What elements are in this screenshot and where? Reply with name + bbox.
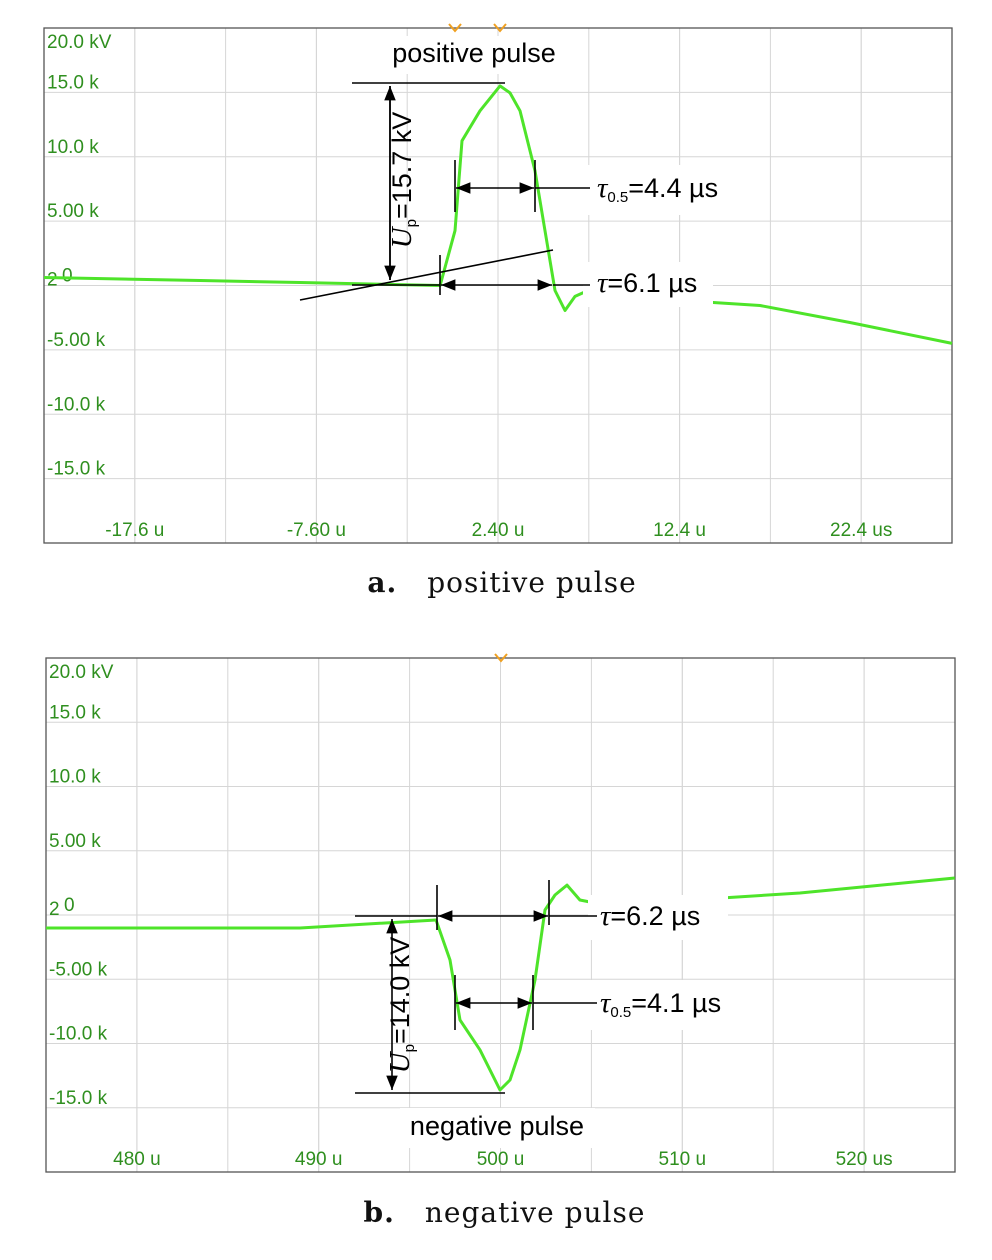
annotation-subscript: p (403, 219, 420, 227)
y-tick-label: -15.0 k (47, 459, 106, 480)
y-tick-label: 5.00 k (47, 201, 99, 222)
y-tick-label: 20.0 kV (49, 662, 114, 683)
annotation-symbol: τ (600, 987, 612, 1019)
y-tick-label: 15.0 k (49, 702, 101, 723)
annotation: τ=6.2 µs (600, 900, 700, 932)
annotation-subscript: 0.5 (607, 189, 628, 206)
trigger-marker (448, 23, 462, 33)
x-tick-label: 2.40 u (472, 520, 525, 541)
annotation: negative pulse (410, 1111, 584, 1141)
annotation-text: =4.1 µs (631, 988, 721, 1018)
label-background (385, 36, 565, 74)
channel-label: 2 (49, 899, 60, 920)
y-tick-label: 0 (62, 266, 73, 287)
y-tick-label: 10.0 k (47, 137, 99, 158)
waveform (43, 84, 953, 345)
label-background (588, 980, 738, 1030)
annotation-symbol: U (386, 225, 418, 248)
caption: a. positive pulse (367, 566, 636, 599)
annotation: τ0.5=4.1 µs (600, 987, 721, 1021)
x-tick-label: 490 u (295, 1149, 343, 1170)
x-tick-label: -17.6 u (105, 520, 164, 541)
y-tick-label: 5.00 k (49, 831, 101, 852)
annotation-text: =6.1 µs (607, 268, 697, 298)
annotation-text: =4.4 µs (628, 173, 718, 203)
y-tick-label: 15.0 k (47, 72, 99, 93)
x-tick-label: 510 u (659, 1149, 707, 1170)
y-tick-label: -5.00 k (49, 959, 108, 980)
trigger-marker (494, 653, 508, 663)
y-tick-label: -15.0 k (49, 1088, 108, 1109)
annotation: τ0.5=4.4 µs (597, 172, 718, 206)
x-tick-label: 12.4 u (653, 520, 706, 541)
annotation-symbol: τ (597, 267, 609, 299)
label-background (583, 165, 733, 215)
annotation: positive pulse (392, 38, 556, 68)
x-tick-label: 520 us (836, 1149, 893, 1170)
y-tick-label: -10.0 k (47, 394, 106, 415)
caption: b. negative pulse (364, 1196, 646, 1229)
y-tick-label: 20.0 kV (47, 32, 112, 53)
annotation-text: =14.0 kV (385, 937, 415, 1044)
annotation-symbol: τ (600, 900, 612, 932)
annotation-text: =6.2 µs (610, 901, 700, 931)
y-tick-label: -10.0 k (49, 1024, 108, 1045)
x-tick-label: 500 u (477, 1149, 525, 1170)
caption-label: b. (364, 1196, 395, 1229)
y-tick-label: 0 (64, 895, 75, 916)
x-tick-label: -7.60 u (287, 520, 346, 541)
annotation: τ=6.1 µs (597, 267, 697, 299)
annotation: Up=15.7 kV (386, 112, 420, 249)
label-background (583, 262, 713, 307)
annotation-subscript: p (401, 1044, 418, 1052)
caption-text: negative pulse (425, 1196, 646, 1229)
y-tick-label: 10.0 k (49, 767, 101, 788)
caption-text: positive pulse (427, 566, 636, 599)
annotation: Up=14.0 kV (384, 937, 418, 1074)
annotation-symbol: U (384, 1050, 416, 1073)
channel-label: 2 (47, 270, 58, 291)
trigger-marker (493, 23, 507, 33)
annotation-subscript: 0.5 (610, 1004, 631, 1021)
annotation-text: =15.7 kV (387, 112, 417, 219)
dimension-line (299, 249, 554, 301)
x-tick-label: 22.4 us (830, 520, 892, 541)
annotation-symbol: τ (597, 172, 609, 204)
label-background (588, 895, 728, 940)
label-background (400, 1108, 595, 1148)
y-tick-label: -5.00 k (47, 330, 106, 351)
x-tick-label: 480 u (113, 1149, 161, 1170)
plot-frame (45, 657, 956, 1173)
caption-label: a. (367, 566, 397, 599)
